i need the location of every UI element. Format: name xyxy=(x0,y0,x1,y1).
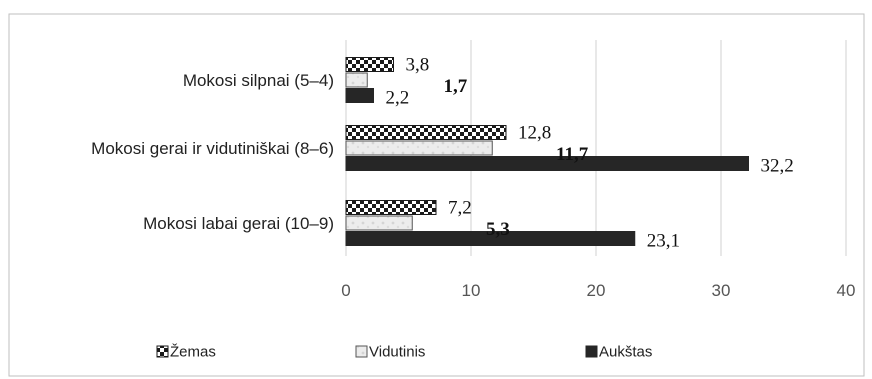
data-label: 32,2 xyxy=(761,156,794,177)
legend-swatch xyxy=(585,345,598,358)
category-label: Mokosi gerai ir vidutiniškai (8–6) xyxy=(91,139,334,158)
x-axis-ticks: 0 10 20 30 40 xyxy=(341,281,855,300)
category-labels: Mokosi silpnai (5–4) Mokosi gerai ir vidu… xyxy=(91,71,334,233)
data-label: 12,8 xyxy=(518,123,551,144)
x-tick-label: 0 xyxy=(341,281,350,300)
x-tick-label: 40 xyxy=(837,281,856,300)
data-labels: 3,8 1,7 2,2 12,811,7 32,2 7,2 5,3 23,1 xyxy=(386,55,794,252)
bar xyxy=(345,88,374,103)
legend-label: Žemas xyxy=(170,344,216,361)
bar xyxy=(345,57,394,72)
bar xyxy=(345,125,507,140)
legend-swatch xyxy=(156,345,169,358)
category-label: Mokosi labai gerai (10–9) xyxy=(143,214,334,233)
bar xyxy=(345,72,368,88)
data-label: 23,1 xyxy=(647,231,680,252)
x-tick-label: 20 xyxy=(587,281,606,300)
legend-label: Aukštas xyxy=(599,344,652,361)
bar xyxy=(345,231,636,246)
legend-swatch xyxy=(355,345,368,358)
category-label: Mokosi silpnai (5–4) xyxy=(183,71,334,90)
data-label: 11,7 xyxy=(556,144,589,165)
bar xyxy=(345,200,437,215)
x-tick-label: 30 xyxy=(712,281,731,300)
bar xyxy=(345,156,749,171)
data-label: 7,2 xyxy=(448,198,472,219)
data-label: 1,7 xyxy=(444,76,468,97)
bar xyxy=(345,140,493,156)
data-label: 3,8 xyxy=(406,55,430,76)
data-label: 2,2 xyxy=(386,88,410,109)
x-tick-label: 10 xyxy=(462,281,481,300)
chart-frame xyxy=(8,13,865,377)
bars xyxy=(345,57,749,246)
legend-label: Vidutinis xyxy=(369,344,425,361)
data-label: 5,3 xyxy=(486,219,510,240)
legend: Žemas Vidutinis Aukštas xyxy=(156,344,652,361)
bar xyxy=(345,215,413,231)
